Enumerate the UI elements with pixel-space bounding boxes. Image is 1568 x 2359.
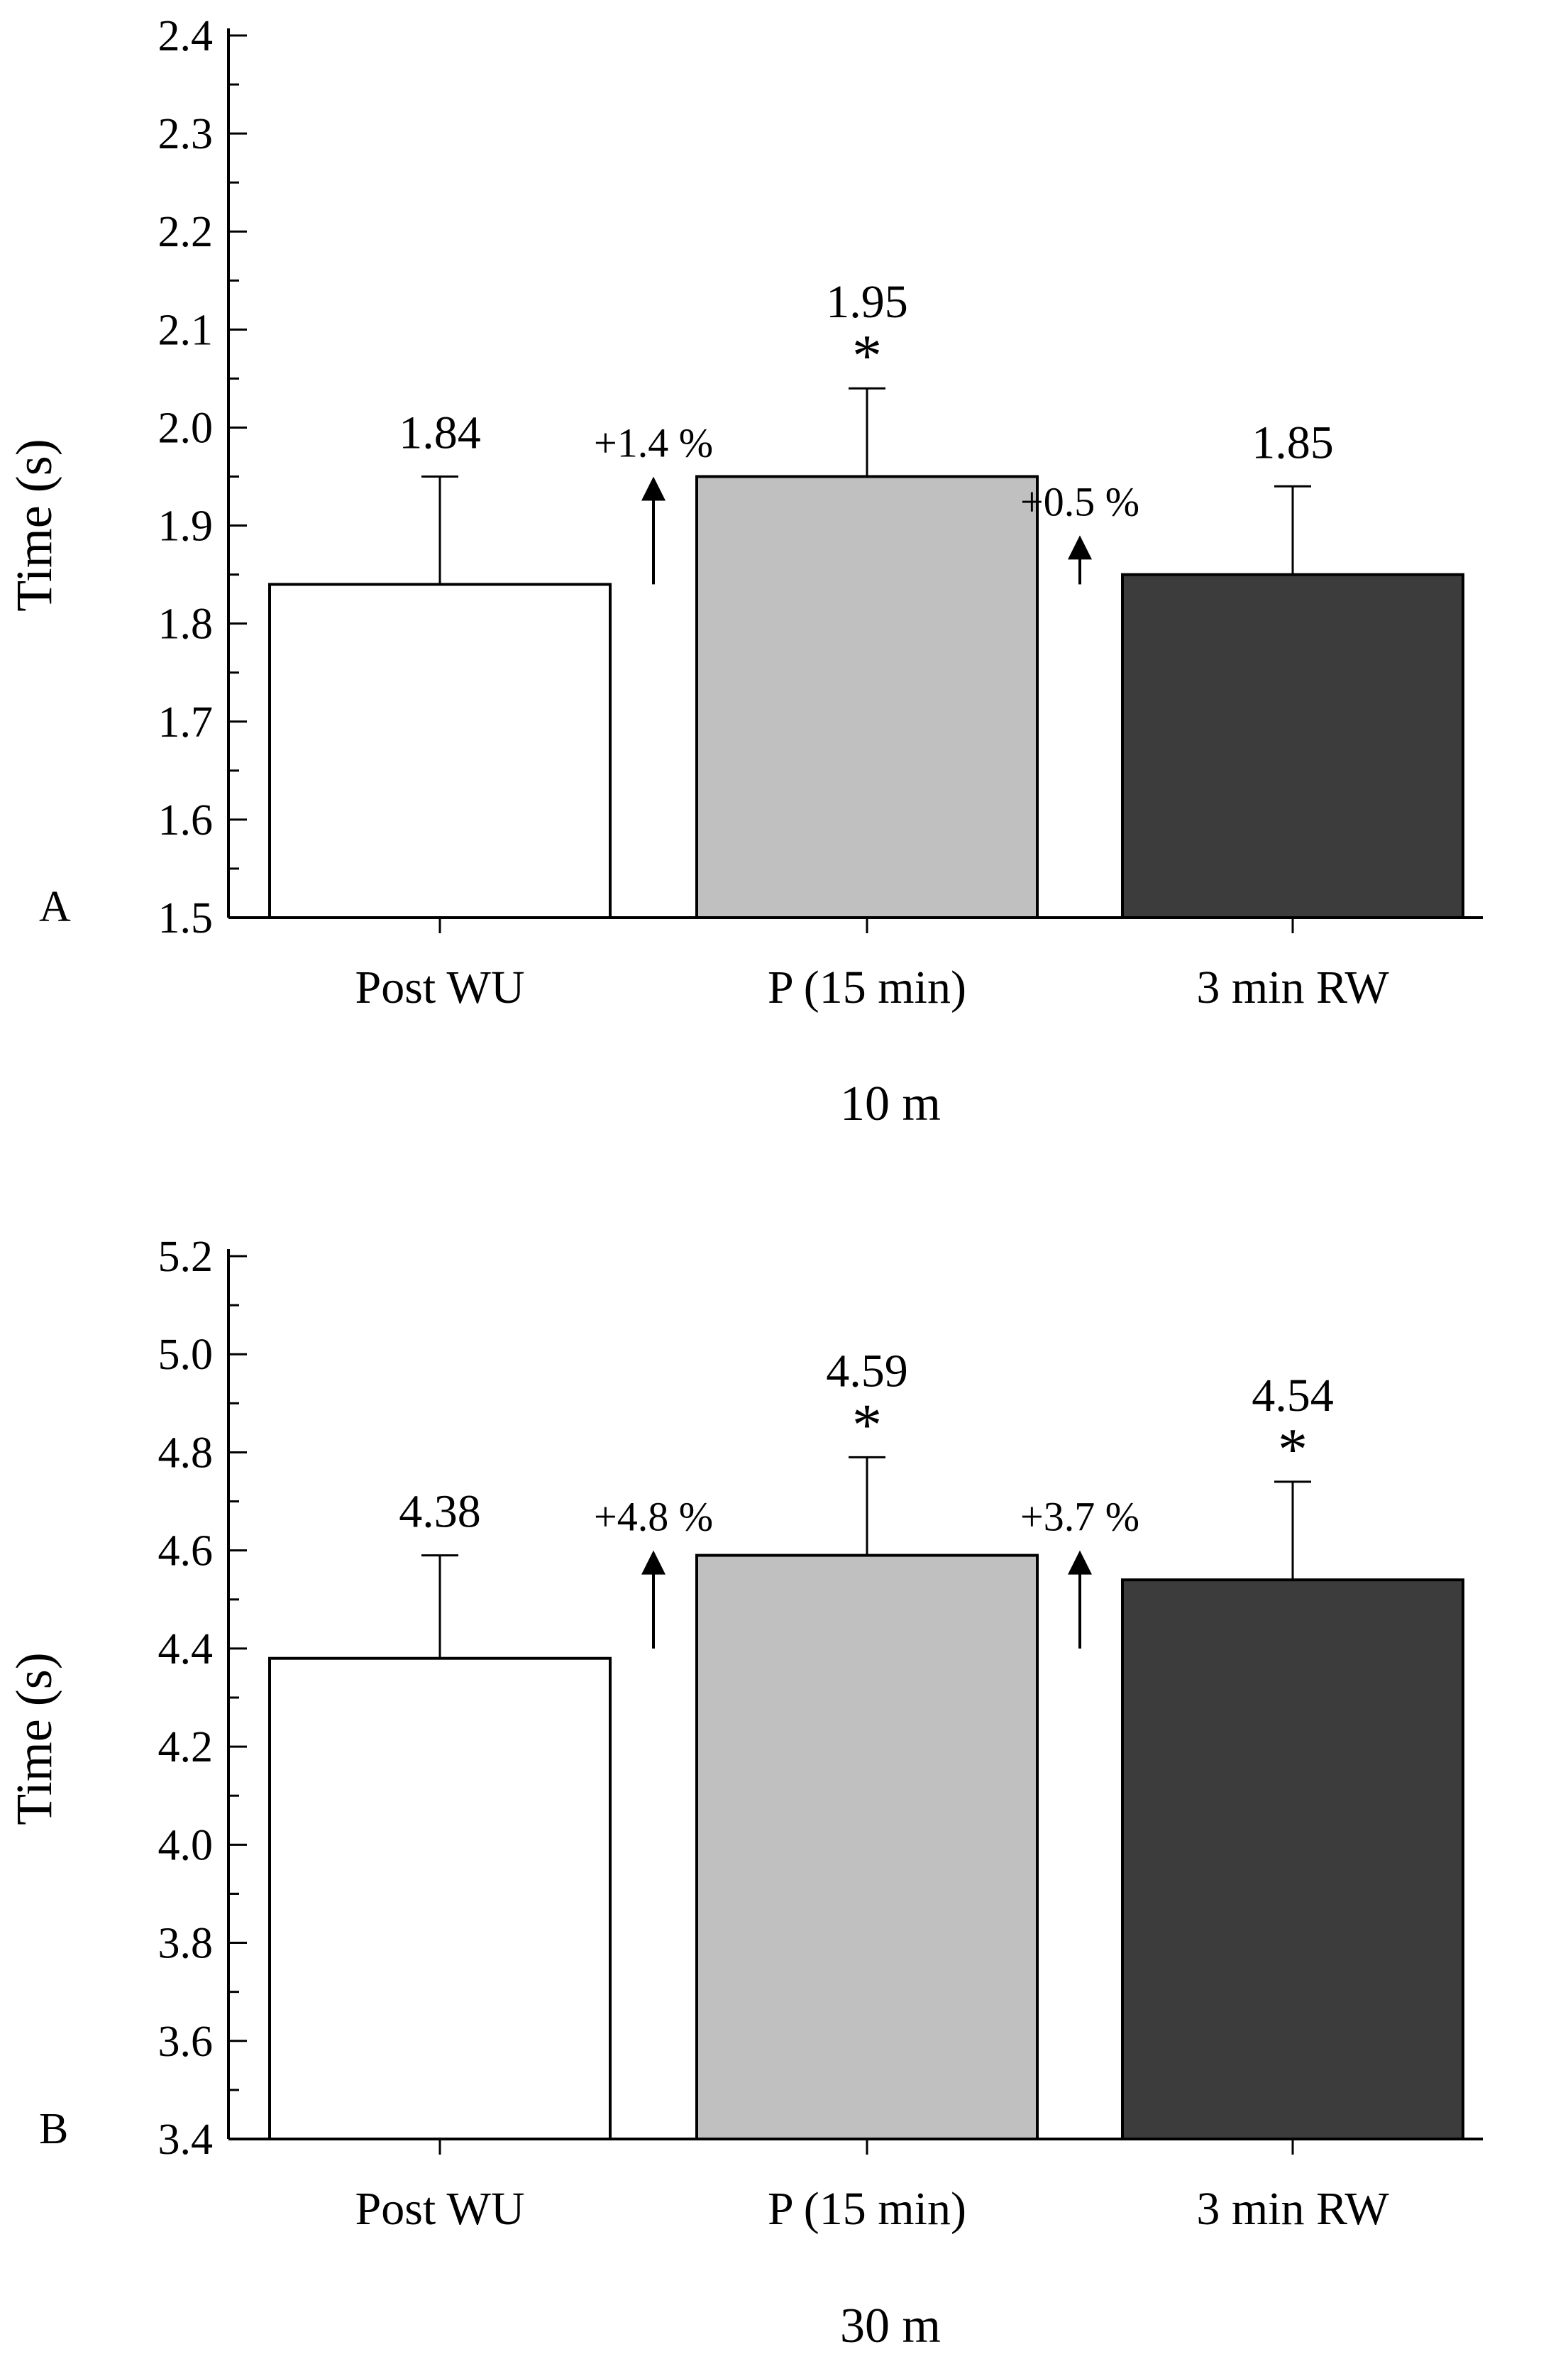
data-label: 4.54 xyxy=(1252,1370,1334,1422)
change-label: +0.5 % xyxy=(1020,478,1139,524)
bar xyxy=(1121,1578,1464,2140)
y-tick-label: 4.0 xyxy=(158,1821,214,1869)
x-tick-label: 3 min RW xyxy=(1196,2183,1389,2235)
bar xyxy=(1121,573,1464,919)
change-label: +3.7 % xyxy=(1020,1494,1139,1540)
x-axis-label: 10 m xyxy=(840,1077,941,1131)
bar xyxy=(695,475,1039,919)
panel-label: A xyxy=(39,883,71,931)
y-tick-label: 4.2 xyxy=(158,1723,214,1771)
bar xyxy=(268,583,612,920)
change-arrowhead xyxy=(641,1550,666,1575)
data-label: 4.38 xyxy=(399,1486,481,1538)
y-tick-label: 5.0 xyxy=(158,1331,214,1379)
change-arrowhead xyxy=(1068,535,1092,560)
y-tick-label: 3.8 xyxy=(158,1920,214,1968)
y-tick-label: 1.9 xyxy=(158,502,214,551)
change-label: +1.4 % xyxy=(594,420,713,466)
change-arrowhead xyxy=(1068,1550,1092,1575)
panel-label: B xyxy=(39,2105,68,2153)
x-tick-label: P (15 min) xyxy=(768,2183,966,2235)
panel-a: Time (s) A 10 m 1.84 Post WU *1.95 P (15 mi… xyxy=(6,12,1483,1131)
y-tick-label: 3.6 xyxy=(158,2018,214,2066)
x-tick-label: Post WU xyxy=(355,2183,525,2235)
y-tick-label: 4.4 xyxy=(158,1625,214,1673)
y-tick-label: 2.3 xyxy=(158,110,214,158)
y-tick-label: 1.6 xyxy=(158,796,214,845)
y-tick-label: 2.2 xyxy=(158,208,214,256)
change-label: +4.8 % xyxy=(594,1494,713,1540)
x-tick-label: Post WU xyxy=(355,962,525,1013)
y-tick-label: 5.2 xyxy=(158,1233,214,1281)
data-label: 4.59 xyxy=(826,1345,908,1397)
y-tick-label: 4.6 xyxy=(158,1527,214,1576)
significance-marker: * xyxy=(852,323,882,389)
y-tick-label: 1.7 xyxy=(158,698,214,747)
y-tick-label: 2.0 xyxy=(158,404,214,452)
bar xyxy=(695,1554,1039,2141)
x-tick-label: P (15 min) xyxy=(768,962,966,1013)
y-tick-label: 3.4 xyxy=(158,2116,214,2164)
y-axis-label: Time (s) xyxy=(6,1652,62,1825)
data-label: 1.85 xyxy=(1252,417,1334,468)
significance-marker: * xyxy=(1278,1417,1308,1483)
y-tick-label: 1.5 xyxy=(158,894,214,942)
bar xyxy=(268,1656,612,2141)
change-arrowhead xyxy=(641,476,666,501)
y-tick-label: 2.1 xyxy=(158,306,214,354)
x-axis-label: 30 m xyxy=(840,2299,941,2353)
significance-marker: * xyxy=(852,1392,882,1458)
y-axis-label: Time (s) xyxy=(6,439,62,611)
x-tick-label: 3 min RW xyxy=(1196,962,1389,1013)
data-label: 1.84 xyxy=(399,407,481,459)
y-tick-label: 4.8 xyxy=(158,1429,214,1477)
data-label: 1.95 xyxy=(826,276,908,328)
y-tick-label: 2.4 xyxy=(158,12,214,60)
y-tick-label: 1.8 xyxy=(158,600,214,649)
